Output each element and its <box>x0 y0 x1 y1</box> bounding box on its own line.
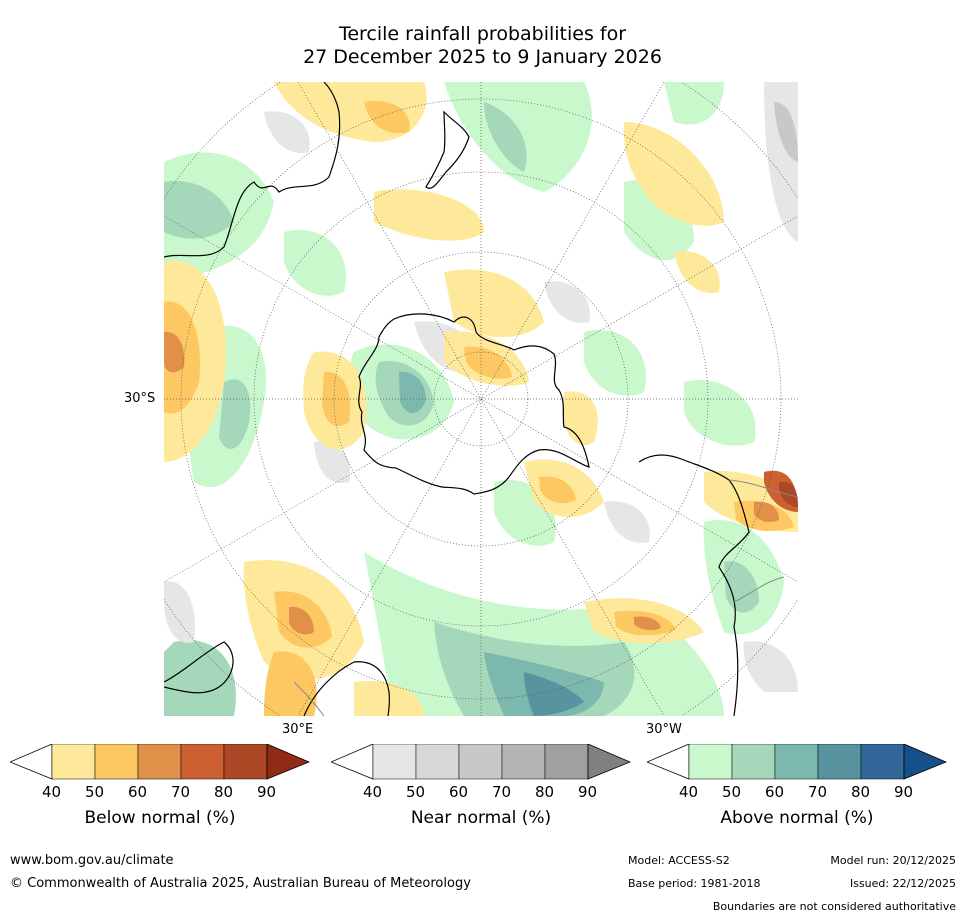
near-tick-60: 60 <box>449 783 469 801</box>
below-normal-regions <box>164 82 798 716</box>
below-normal-colorbar <box>10 744 310 780</box>
near-normal-low-extension <box>331 744 374 780</box>
near-tick-40: 40 <box>363 783 383 801</box>
copyright-text: © Commonwealth of Australia 2025, Austra… <box>10 876 471 891</box>
near-normal-swatch-4 <box>501 744 546 780</box>
below-tick-90: 90 <box>257 783 277 801</box>
above-tick-50: 50 <box>722 783 742 801</box>
issued-date: Issued: 22/12/2025 <box>849 877 956 890</box>
longitude-label-30w: 30°W <box>646 722 682 737</box>
below-normal-swatch-1 <box>51 744 96 780</box>
near-tick-80: 80 <box>535 783 555 801</box>
near-tick-70: 70 <box>492 783 512 801</box>
above-normal-colorbar <box>647 744 947 780</box>
near-normal-label: Near normal (%) <box>410 808 552 828</box>
near-normal-swatch-2 <box>415 744 460 780</box>
below-tick-80: 80 <box>214 783 234 801</box>
below-normal-swatch-4 <box>180 744 225 780</box>
near-normal-high-extension <box>587 744 631 780</box>
graticule <box>164 82 798 716</box>
above-tick-60: 60 <box>765 783 785 801</box>
near-normal-swatch-1 <box>372 744 417 780</box>
above-normal-low-extension <box>647 744 690 780</box>
africa-coastline <box>164 641 391 716</box>
model-name: Model: ACCESS-S2 <box>628 854 730 867</box>
latitude-label-30s: 30°S <box>124 391 156 406</box>
new-zealand-coastline <box>425 110 470 189</box>
title-line-2: 27 December 2025 to 9 January 2026 <box>303 46 662 68</box>
above-tick-90: 90 <box>894 783 914 801</box>
above-normal-high-extension <box>903 744 947 780</box>
title-line-1: Tercile rainfall probabilities for <box>338 23 627 45</box>
below-normal-swatch-3 <box>137 744 182 780</box>
above-normal-swatch-4 <box>817 744 862 780</box>
below-tick-70: 70 <box>171 783 191 801</box>
near-normal-swatch-5 <box>544 744 589 780</box>
near-normal-colorbar <box>331 744 631 780</box>
country-boundaries <box>293 479 798 716</box>
above-normal-swatch-1 <box>688 744 733 780</box>
below-normal-low-extension <box>10 744 53 780</box>
website-link[interactable]: www.bom.gov.au/climate <box>10 853 174 868</box>
longitude-label-30e: 30°E <box>282 722 314 737</box>
above-normal-regions <box>164 82 784 716</box>
below-normal-swatch-2 <box>94 744 139 780</box>
australia-coastline <box>164 82 341 258</box>
model-run: Model run: 20/12/2025 <box>830 854 956 867</box>
below-normal-label: Below normal (%) <box>84 808 236 828</box>
coastlines <box>164 82 750 716</box>
below-normal-swatch-5 <box>223 744 268 780</box>
south-america-coastline <box>638 454 750 716</box>
above-tick-40: 40 <box>679 783 699 801</box>
above-normal-swatch-5 <box>860 744 905 780</box>
antarctica-coastline <box>358 313 590 495</box>
near-normal-swatch-3 <box>458 744 503 780</box>
below-normal-high-extension <box>266 744 310 780</box>
near-tick-90: 90 <box>578 783 598 801</box>
above-tick-70: 70 <box>808 783 828 801</box>
near-tick-50: 50 <box>406 783 426 801</box>
near-normal-regions <box>164 82 798 692</box>
below-tick-50: 50 <box>85 783 105 801</box>
polar-rainfall-map <box>164 82 798 716</box>
above-normal-label: Above normal (%) <box>720 808 874 828</box>
boundary-disclaimer: Boundaries are not considered authoritat… <box>712 900 956 913</box>
base-period: Base period: 1981-2018 <box>628 877 761 890</box>
above-normal-swatch-2 <box>731 744 776 780</box>
above-tick-80: 80 <box>851 783 871 801</box>
above-normal-swatch-3 <box>774 744 819 780</box>
below-tick-40: 40 <box>42 783 62 801</box>
below-tick-60: 60 <box>128 783 148 801</box>
